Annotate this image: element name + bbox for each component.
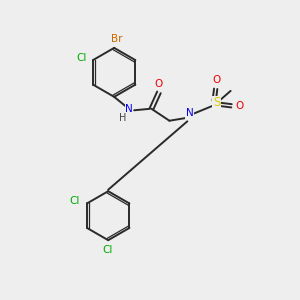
Text: S: S [213, 96, 220, 109]
Text: O: O [155, 79, 163, 89]
Text: Cl: Cl [69, 196, 80, 206]
Text: N: N [186, 108, 194, 118]
Text: Cl: Cl [102, 245, 113, 255]
Text: Cl: Cl [76, 53, 87, 63]
Text: H: H [118, 113, 126, 123]
Text: Br: Br [111, 34, 122, 44]
Text: N: N [125, 104, 133, 114]
Text: O: O [212, 75, 220, 85]
Text: O: O [236, 101, 244, 111]
